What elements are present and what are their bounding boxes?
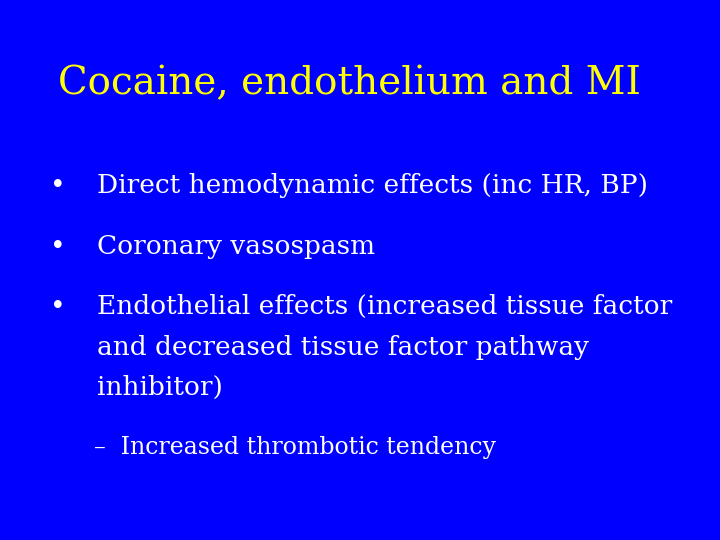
Text: inhibitor): inhibitor) — [97, 375, 223, 400]
Text: –  Increased thrombotic tendency: – Increased thrombotic tendency — [94, 436, 495, 459]
Text: •: • — [50, 173, 66, 198]
Text: •: • — [50, 294, 66, 319]
Text: Endothelial effects (increased tissue factor: Endothelial effects (increased tissue fa… — [97, 294, 672, 319]
Text: •: • — [50, 233, 66, 259]
Text: and decreased tissue factor pathway: and decreased tissue factor pathway — [97, 335, 589, 360]
Text: Cocaine, endothelium and MI: Cocaine, endothelium and MI — [58, 65, 641, 102]
Text: Direct hemodynamic effects (inc HR, BP): Direct hemodynamic effects (inc HR, BP) — [97, 173, 648, 198]
Text: Coronary vasospasm: Coronary vasospasm — [97, 233, 375, 259]
